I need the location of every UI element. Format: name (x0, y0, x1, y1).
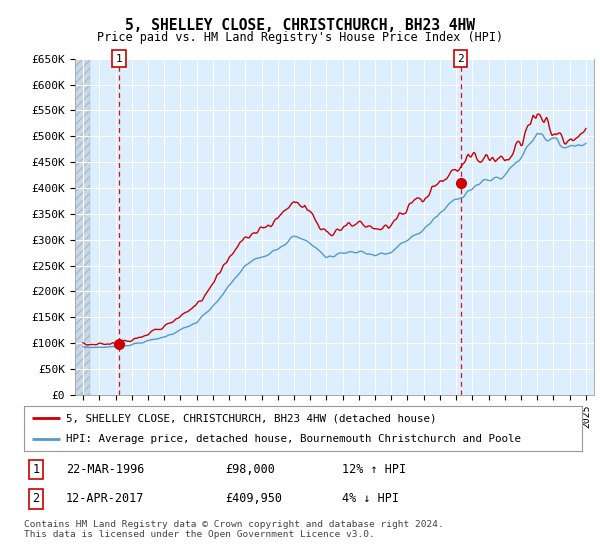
Text: 2: 2 (457, 54, 464, 64)
Text: 22-MAR-1996: 22-MAR-1996 (66, 463, 144, 476)
Text: Price paid vs. HM Land Registry's House Price Index (HPI): Price paid vs. HM Land Registry's House … (97, 31, 503, 44)
Bar (50, 59, 91, 395)
Text: £98,000: £98,000 (225, 463, 275, 476)
Text: 4% ↓ HPI: 4% ↓ HPI (342, 492, 399, 505)
Text: 5, SHELLEY CLOSE, CHRISTCHURCH, BH23 4HW: 5, SHELLEY CLOSE, CHRISTCHURCH, BH23 4HW (125, 18, 475, 33)
Text: 12-APR-2017: 12-APR-2017 (66, 492, 144, 505)
Bar (50, 59, 91, 395)
Text: HPI: Average price, detached house, Bournemouth Christchurch and Poole: HPI: Average price, detached house, Bour… (66, 433, 521, 444)
Text: 2: 2 (32, 492, 40, 505)
Text: 1: 1 (116, 54, 122, 64)
Text: Contains HM Land Registry data © Crown copyright and database right 2024.
This d: Contains HM Land Registry data © Crown c… (24, 520, 444, 539)
Text: 1: 1 (32, 463, 40, 476)
Text: £409,950: £409,950 (225, 492, 282, 505)
Text: 5, SHELLEY CLOSE, CHRISTCHURCH, BH23 4HW (detached house): 5, SHELLEY CLOSE, CHRISTCHURCH, BH23 4HW… (66, 413, 436, 423)
Text: 12% ↑ HPI: 12% ↑ HPI (342, 463, 406, 476)
